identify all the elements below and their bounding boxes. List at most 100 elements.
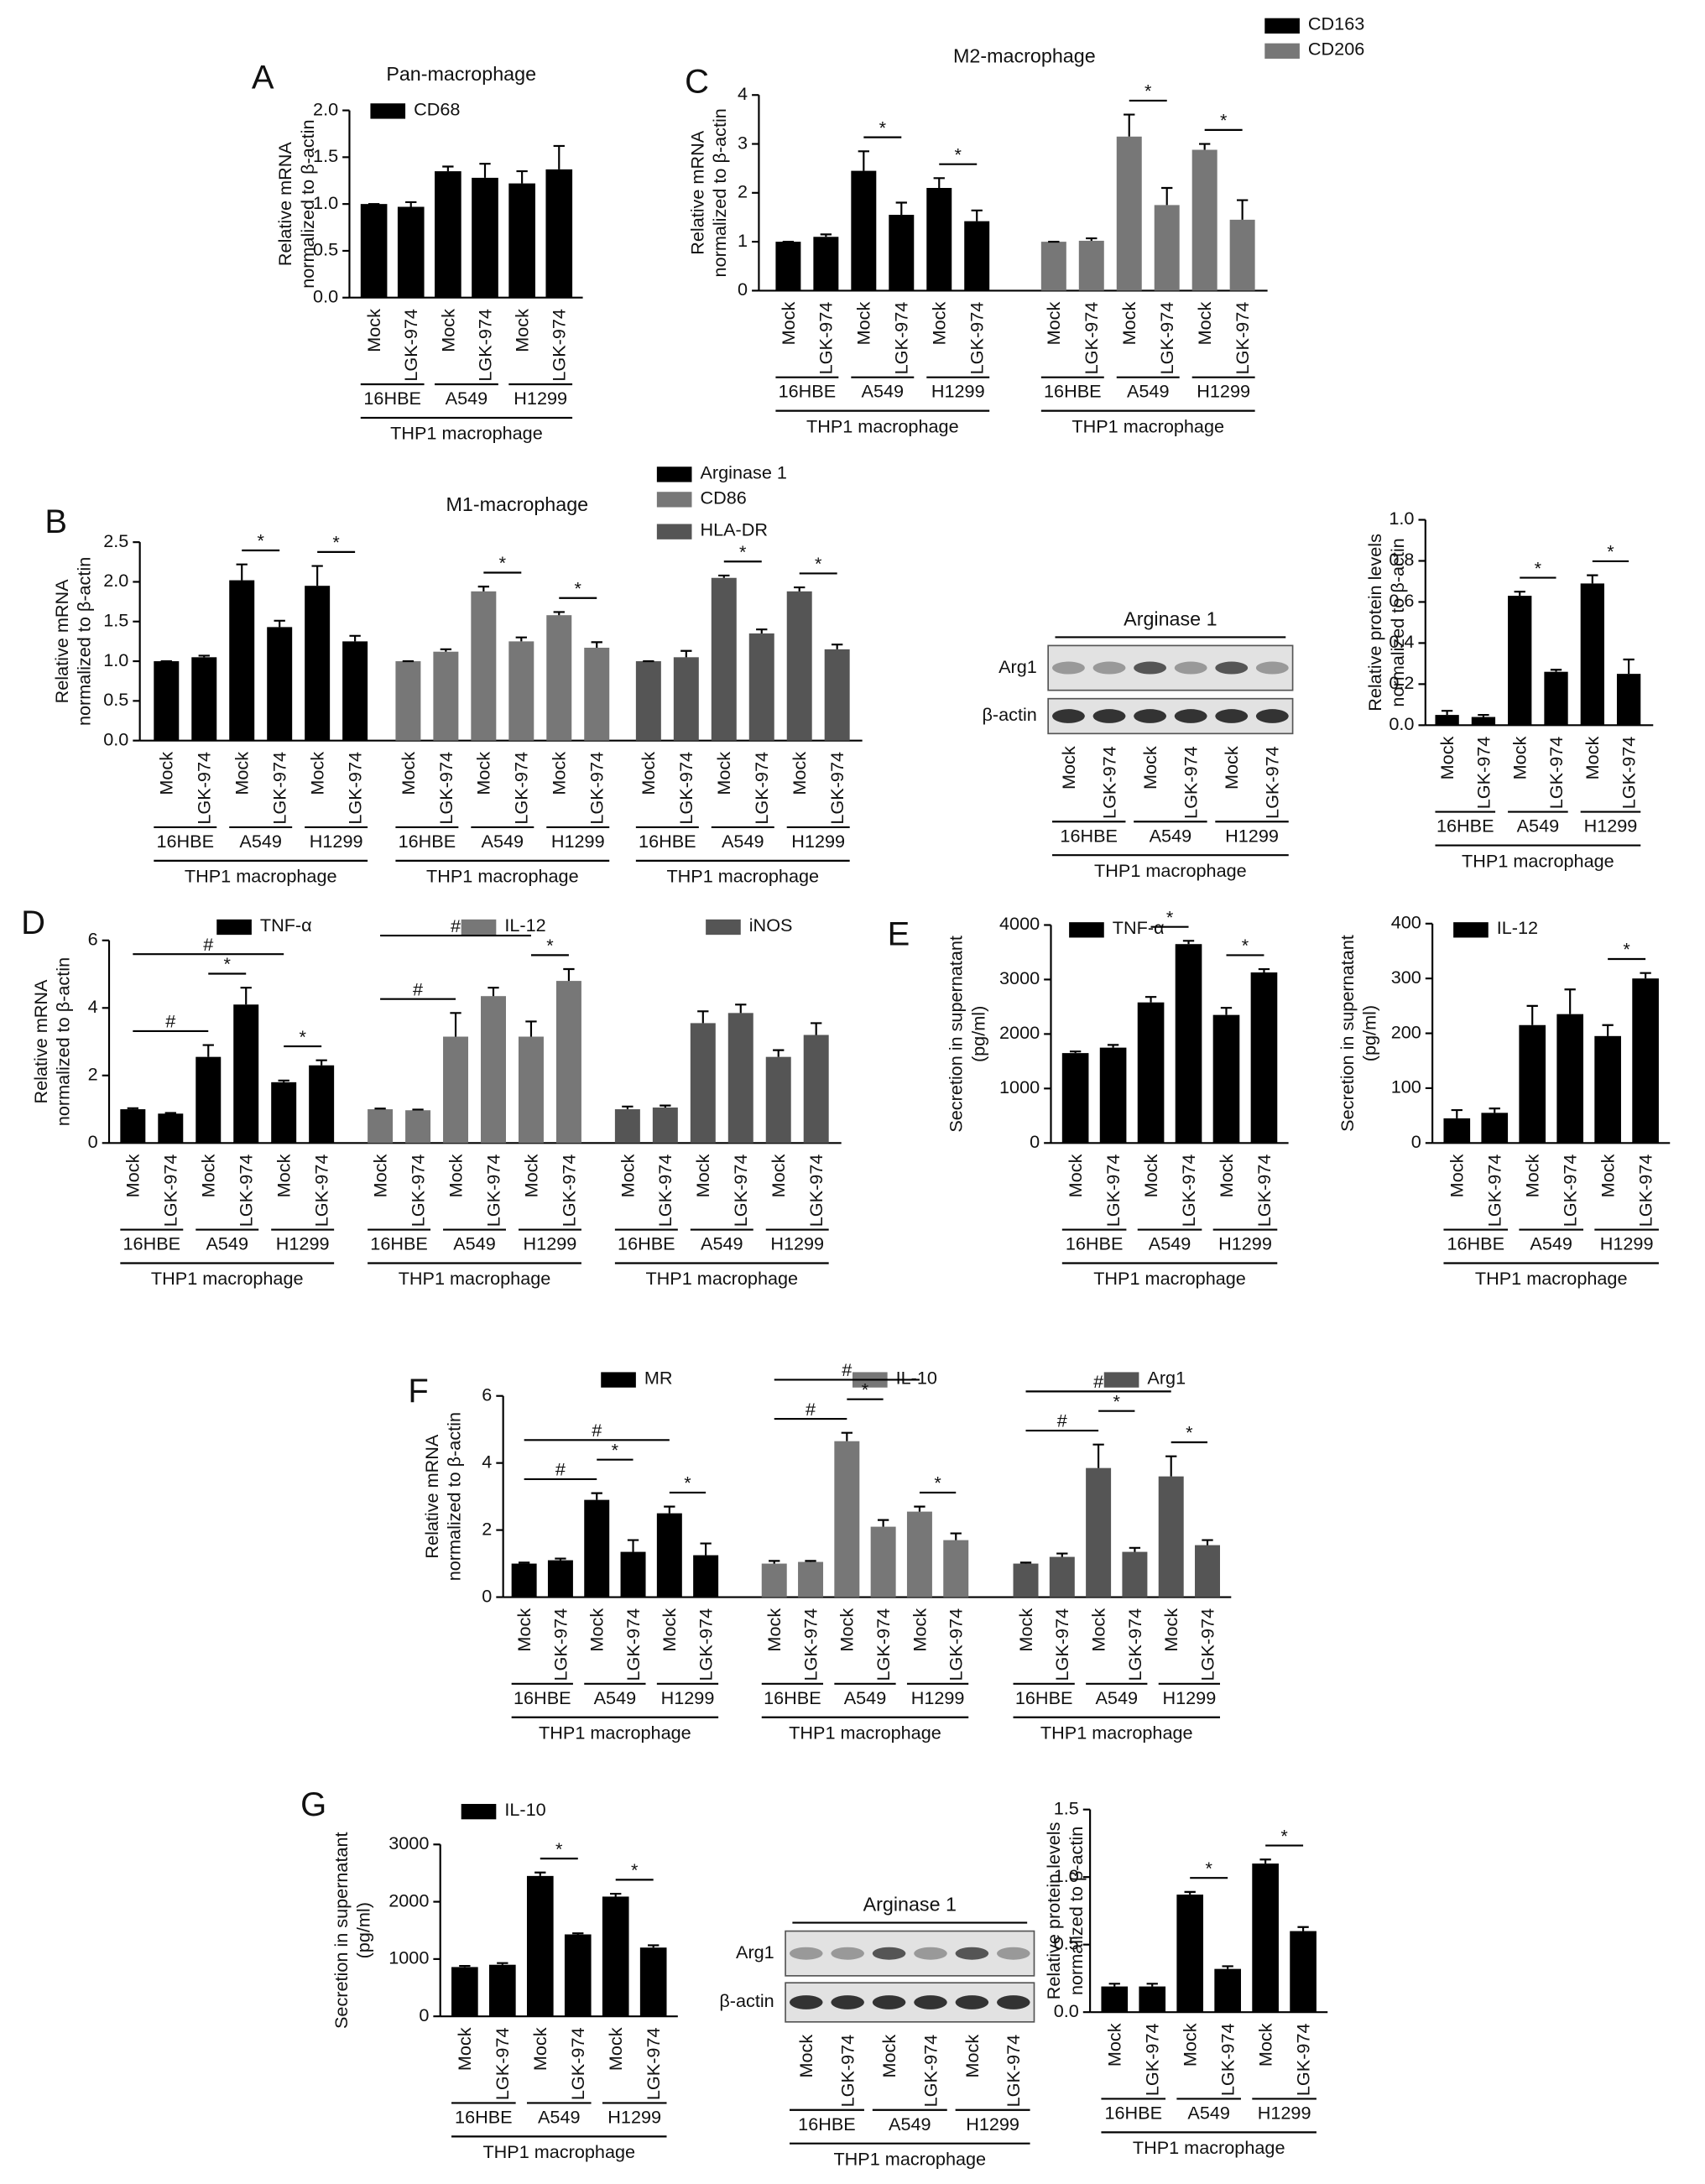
error-bar xyxy=(1489,1108,1500,1113)
y-tick-label: 1.5 xyxy=(1054,1797,1079,1818)
bar xyxy=(1086,1467,1112,1598)
blot-band xyxy=(872,1995,906,2009)
y-tick-label: 100 xyxy=(1391,1076,1421,1097)
legend-label: CD163 xyxy=(1308,13,1364,34)
bar xyxy=(471,591,497,741)
significance-mark: # xyxy=(203,934,213,955)
bar xyxy=(639,1947,667,2017)
blot-band xyxy=(997,1947,1030,1960)
x-tick-label: LGK-974 xyxy=(837,2035,858,2108)
x-tick-label: Mock xyxy=(789,752,810,795)
error-bar xyxy=(1069,1050,1082,1054)
bar xyxy=(443,1036,469,1144)
group-label: 16HBE xyxy=(1060,825,1118,846)
x-tick-label: Mock xyxy=(1180,2023,1201,2067)
x-tick-label: Mock xyxy=(473,752,494,795)
legend-label: Arg1 xyxy=(1147,1367,1186,1388)
bar xyxy=(545,169,573,298)
error-bar xyxy=(971,209,983,222)
group-label: 16HBE xyxy=(363,388,421,409)
bar xyxy=(870,1526,896,1598)
error-bar xyxy=(442,165,454,172)
error-bar xyxy=(1184,1890,1196,1895)
y-axis-label: Relative protein levels xyxy=(1364,534,1385,711)
error-bar xyxy=(572,1932,584,1935)
x-tick-label: LGK-974 xyxy=(160,1155,181,1228)
bar xyxy=(834,1441,860,1598)
significance-mark: * xyxy=(224,953,232,974)
error-bar xyxy=(1526,1004,1538,1025)
error-bar xyxy=(1623,658,1635,675)
error-bar xyxy=(518,1561,530,1564)
x-tick-label: LGK-974 xyxy=(826,752,847,825)
x-tick-label: LGK-974 xyxy=(1142,2023,1163,2096)
y-tick-label: 0 xyxy=(738,279,748,300)
x-tick-label: LGK-974 xyxy=(1098,746,1119,819)
macrophage-label: THP1 macrophage xyxy=(666,866,819,887)
bar xyxy=(786,591,812,741)
error-bar xyxy=(1220,1007,1233,1015)
x-tick-label: LGK-974 xyxy=(269,752,290,825)
blot-panel xyxy=(1047,644,1294,691)
bar xyxy=(727,1013,753,1144)
error-bar xyxy=(1258,968,1270,972)
error-bar xyxy=(895,201,907,216)
significance-mark: * xyxy=(1220,110,1228,131)
group-label: H1299 xyxy=(931,381,985,402)
group-label: A549 xyxy=(482,831,524,852)
x-tick-label: Mock xyxy=(764,1608,785,1652)
error-bar xyxy=(450,1012,461,1037)
error-bar xyxy=(622,1105,634,1110)
group-label: A549 xyxy=(1187,2102,1230,2123)
bar xyxy=(305,586,331,741)
group-label: A549 xyxy=(594,1687,637,1708)
macrophage-label: THP1 macrophage xyxy=(1094,860,1247,881)
significance-mark: * xyxy=(1186,1422,1193,1443)
bar xyxy=(813,237,839,291)
error-bar xyxy=(1236,199,1249,220)
error-bar xyxy=(563,967,575,982)
error-bar xyxy=(477,586,489,592)
error-bar xyxy=(374,1108,386,1110)
macrophage-label: THP1 macrophage xyxy=(789,1722,941,1743)
significance-mark: * xyxy=(1607,541,1614,562)
x-tick-label: LGK-974 xyxy=(1619,737,1640,810)
group-label: A549 xyxy=(453,1233,496,1254)
bar xyxy=(555,981,581,1144)
significance-mark: * xyxy=(1280,1825,1288,1846)
x-tick-label: LGK-974 xyxy=(696,1608,717,1681)
y-tick-label: 0 xyxy=(1030,1131,1040,1152)
x-tick-label: Mock xyxy=(156,752,177,795)
bar xyxy=(926,187,952,291)
y-axis-label: Relative mRNA xyxy=(421,1434,442,1558)
y-axis-label: normalized to β-actin xyxy=(297,119,318,288)
significance-mark: * xyxy=(1242,935,1249,956)
y-tick-label: 1.0 xyxy=(313,192,338,213)
bar xyxy=(602,1896,629,2017)
x-tick-label: Mock xyxy=(123,1154,143,1197)
legend-swatch xyxy=(706,919,741,936)
y-tick-label: 0.5 xyxy=(1054,1932,1079,1953)
x-tick-label: LGK-974 xyxy=(236,1155,257,1228)
group-label: 16HBE xyxy=(514,1687,571,1708)
x-tick-label: Mock xyxy=(1216,1154,1237,1197)
significance-mark: # xyxy=(592,1420,602,1441)
x-tick-label: LGK-974 xyxy=(946,1608,967,1681)
group-label: 16HBE xyxy=(618,1233,675,1254)
y-tick-label: 6 xyxy=(88,929,98,950)
y-tick-label: 2.5 xyxy=(103,530,128,551)
group-label: 16HBE xyxy=(798,2114,856,2134)
x-tick-label: LGK-974 xyxy=(1003,2035,1024,2108)
group-label: 16HBE xyxy=(764,1687,821,1708)
blot-band xyxy=(955,1947,989,1960)
x-tick-label: Mock xyxy=(514,1608,534,1652)
bar xyxy=(1158,1476,1184,1598)
error-bar xyxy=(1161,186,1173,206)
x-tick-label: LGK-974 xyxy=(549,309,570,382)
error-bar xyxy=(591,1492,602,1500)
error-bar xyxy=(1602,1024,1614,1036)
x-tick-label: LGK-974 xyxy=(806,1155,826,1228)
y-tick-label: 0.5 xyxy=(313,239,338,260)
x-tick-label: Mock xyxy=(1140,1154,1161,1197)
x-tick-label: Mock xyxy=(198,1154,219,1197)
